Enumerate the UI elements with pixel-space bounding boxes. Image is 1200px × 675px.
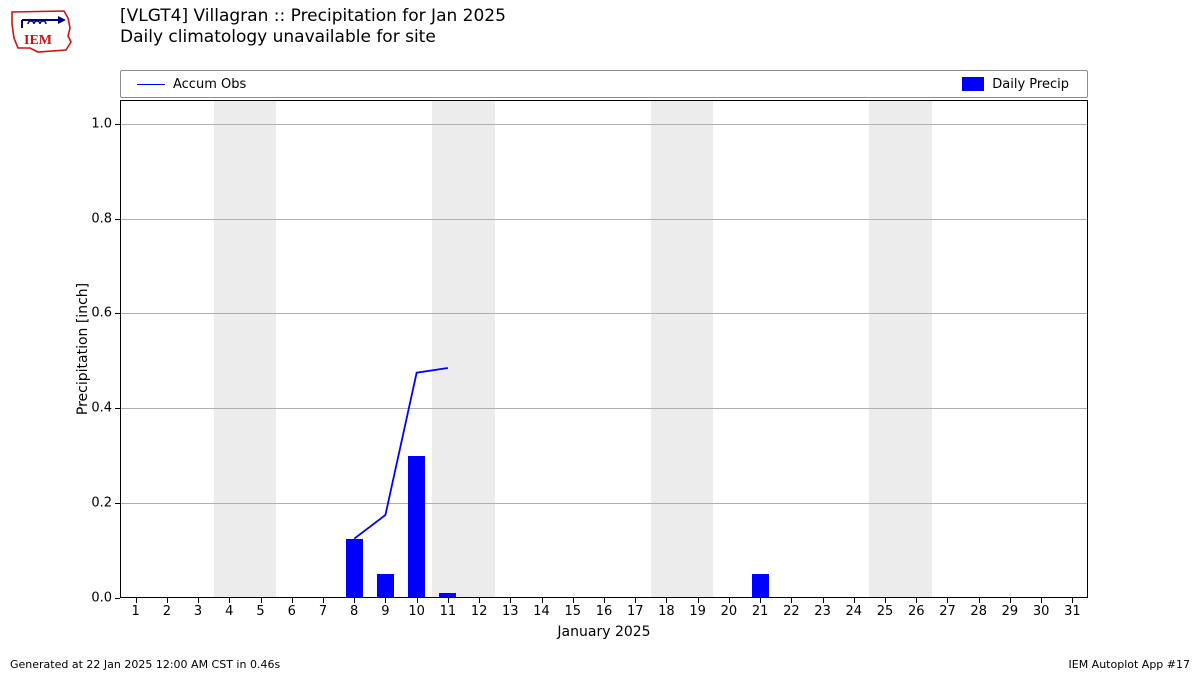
- x-tick-mark: [760, 598, 761, 603]
- x-tick-label: 8: [350, 604, 358, 619]
- x-tick-label: 21: [752, 604, 769, 619]
- x-tick-label: 31: [1064, 604, 1081, 619]
- x-tick-label: 16: [596, 604, 613, 619]
- x-tick-label: 3: [194, 604, 202, 619]
- axis-spine-right: [1087, 100, 1088, 598]
- x-tick-label: 4: [225, 604, 233, 619]
- x-tick-mark: [1072, 598, 1073, 603]
- legend-accum-label: Accum Obs: [173, 77, 246, 92]
- footer-generated-text: Generated at 22 Jan 2025 12:00 AM CST in…: [10, 658, 280, 671]
- y-tick-mark: [115, 219, 120, 220]
- x-tick-label: 29: [1002, 604, 1019, 619]
- y-tick-label: 0.6: [91, 306, 112, 321]
- x-tick-label: 1: [131, 604, 139, 619]
- x-tick-mark: [916, 598, 917, 603]
- plot-area: 0.00.20.40.60.81.01234567891011121314151…: [120, 100, 1088, 598]
- y-tick-label: 0.4: [91, 401, 112, 416]
- x-tick-mark: [573, 598, 574, 603]
- x-tick-mark: [136, 598, 137, 603]
- x-tick-label: 7: [319, 604, 327, 619]
- x-tick-mark: [979, 598, 980, 603]
- x-tick-label: 12: [471, 604, 488, 619]
- x-tick-mark: [729, 598, 730, 603]
- x-tick-mark: [1041, 598, 1042, 603]
- x-tick-mark: [229, 598, 230, 603]
- legend-bar-label: Daily Precip: [992, 77, 1069, 92]
- x-tick-mark: [510, 598, 511, 603]
- accum-obs-line: [354, 368, 448, 539]
- x-tick-label: 2: [163, 604, 171, 619]
- x-tick-mark: [666, 598, 667, 603]
- x-tick-mark: [448, 598, 449, 603]
- y-tick-label: 0.0: [91, 591, 112, 606]
- x-tick-mark: [542, 598, 543, 603]
- legend-line-swatch: [137, 84, 165, 85]
- y-tick-mark: [115, 408, 120, 409]
- x-tick-label: 11: [440, 604, 457, 619]
- x-tick-label: 9: [381, 604, 389, 619]
- y-tick-mark: [115, 598, 120, 599]
- x-tick-mark: [323, 598, 324, 603]
- x-tick-mark: [885, 598, 886, 603]
- x-tick-label: 6: [288, 604, 296, 619]
- x-tick-mark: [854, 598, 855, 603]
- legend-bar-swatch: [962, 77, 984, 91]
- x-tick-mark: [417, 598, 418, 603]
- legend-daily-precip: Daily Precip: [962, 77, 1069, 92]
- y-tick-label: 0.8: [91, 211, 112, 226]
- y-tick-mark: [115, 313, 120, 314]
- x-tick-label: 20: [721, 604, 738, 619]
- chart-title-line2: Daily climatology unavailable for site: [120, 27, 506, 48]
- x-tick-label: 24: [846, 604, 863, 619]
- x-tick-mark: [385, 598, 386, 603]
- axis-spine-left: [120, 100, 121, 598]
- x-tick-label: 27: [939, 604, 956, 619]
- x-tick-label: 23: [814, 604, 831, 619]
- iem-logo-icon: IEM: [8, 6, 80, 56]
- x-axis-label: January 2025: [557, 624, 650, 640]
- x-tick-label: 5: [256, 604, 264, 619]
- x-tick-label: 19: [689, 604, 706, 619]
- y-tick-mark: [115, 503, 120, 504]
- y-tick-label: 1.0: [91, 116, 112, 131]
- x-tick-label: 25: [877, 604, 894, 619]
- x-tick-label: 14: [533, 604, 550, 619]
- x-tick-label: 18: [658, 604, 675, 619]
- y-tick-label: 0.2: [91, 496, 112, 511]
- x-tick-label: 15: [564, 604, 581, 619]
- x-tick-mark: [791, 598, 792, 603]
- accum-line-svg: [120, 100, 1088, 598]
- x-tick-mark: [635, 598, 636, 603]
- y-tick-mark: [115, 124, 120, 125]
- x-tick-mark: [947, 598, 948, 603]
- x-tick-label: 10: [408, 604, 425, 619]
- x-tick-label: 17: [627, 604, 644, 619]
- x-tick-mark: [292, 598, 293, 603]
- chart-title-line1: [VLGT4] Villagran :: Precipitation for J…: [120, 6, 506, 27]
- x-tick-mark: [479, 598, 480, 603]
- legend-accum-obs: Accum Obs: [137, 77, 246, 92]
- axis-spine-top: [120, 100, 1088, 101]
- x-tick-label: 26: [908, 604, 925, 619]
- x-tick-mark: [604, 598, 605, 603]
- x-tick-mark: [261, 598, 262, 603]
- y-axis-label: Precipitation [inch]: [75, 283, 91, 415]
- x-tick-mark: [167, 598, 168, 603]
- x-tick-label: 28: [970, 604, 987, 619]
- x-tick-mark: [354, 598, 355, 603]
- x-tick-mark: [1010, 598, 1011, 603]
- x-tick-mark: [823, 598, 824, 603]
- svg-text:IEM: IEM: [24, 33, 52, 48]
- x-tick-mark: [198, 598, 199, 603]
- x-tick-label: 13: [502, 604, 519, 619]
- footer-app-text: IEM Autoplot App #17: [1069, 658, 1191, 671]
- chart-legend: Accum Obs Daily Precip: [120, 70, 1088, 98]
- x-tick-label: 22: [783, 604, 800, 619]
- x-tick-label: 30: [1033, 604, 1050, 619]
- x-tick-mark: [698, 598, 699, 603]
- chart-title: [VLGT4] Villagran :: Precipitation for J…: [120, 6, 506, 49]
